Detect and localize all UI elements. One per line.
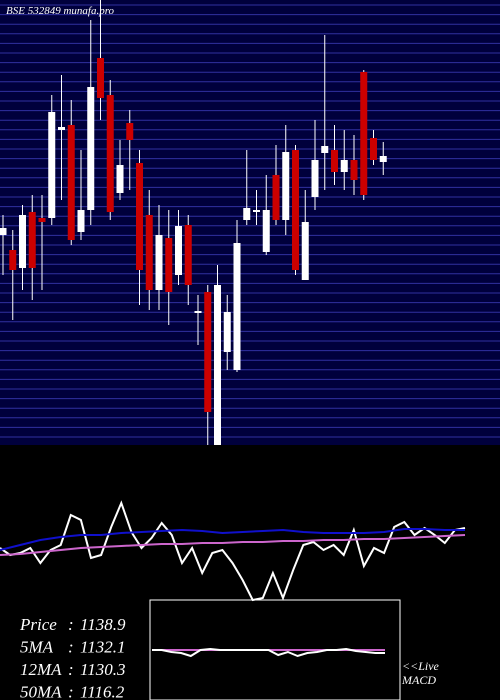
candle-body [243, 208, 251, 220]
candle-body [379, 156, 387, 162]
candle-body [175, 226, 182, 275]
candle-body [165, 238, 173, 292]
candle-body [145, 215, 153, 290]
candle-body [106, 95, 114, 212]
candle-body [77, 210, 85, 232]
candle-body [340, 160, 348, 172]
candle-body [194, 311, 202, 313]
candle-body [272, 175, 280, 220]
legend-value: 1130.3 [80, 660, 126, 679]
candle-body [214, 285, 221, 445]
indicator-line [152, 647, 385, 658]
legend-label: Price [19, 615, 57, 634]
candle-body [262, 210, 270, 252]
legend-label: 5MA [20, 638, 54, 657]
candle-body [97, 58, 104, 98]
chart-title: BSE 532849 munafa.pro [6, 5, 115, 17]
candle-body [87, 87, 95, 210]
price-panel [0, 0, 500, 445]
candle-body [136, 163, 143, 270]
candle-body [67, 125, 75, 240]
candle-body [48, 112, 56, 218]
candle-body [116, 165, 124, 193]
legend-value: 1138.9 [80, 615, 126, 634]
candle-body [0, 228, 7, 235]
candle-body [360, 72, 368, 195]
candle-body [126, 123, 134, 140]
candle-body [204, 292, 212, 412]
indicator-line [0, 528, 465, 551]
macd-label: <<Live [402, 659, 440, 673]
candle-body [155, 235, 163, 290]
legend-colon: : [68, 638, 74, 657]
legend-colon: : [68, 683, 74, 700]
candle-body [331, 150, 338, 172]
candle-body [223, 312, 231, 352]
candle-body [184, 225, 192, 285]
candle-body [38, 218, 46, 222]
candle-body [19, 215, 26, 268]
legend-value: 1116.2 [80, 683, 125, 700]
indicator-line [0, 534, 466, 556]
indicator-line [0, 500, 466, 602]
candle-body [370, 138, 377, 160]
candle-body [9, 250, 17, 270]
legend-label: 12MA [20, 660, 62, 679]
candle-body [301, 222, 309, 280]
candle-body [292, 150, 299, 270]
candle-body [233, 243, 241, 370]
legend-value: 1132.1 [80, 638, 126, 657]
legend-colon: : [68, 660, 74, 679]
candle-body [311, 160, 319, 197]
candle-body [253, 210, 260, 212]
candle-body [58, 127, 65, 130]
candle-body [28, 212, 36, 268]
candle-body [350, 160, 358, 180]
macd-label: MACD [401, 673, 436, 687]
candle-body [321, 146, 329, 153]
candle-body [282, 152, 290, 220]
legend-colon: : [68, 615, 74, 634]
legend-label: 50MA [20, 683, 62, 700]
